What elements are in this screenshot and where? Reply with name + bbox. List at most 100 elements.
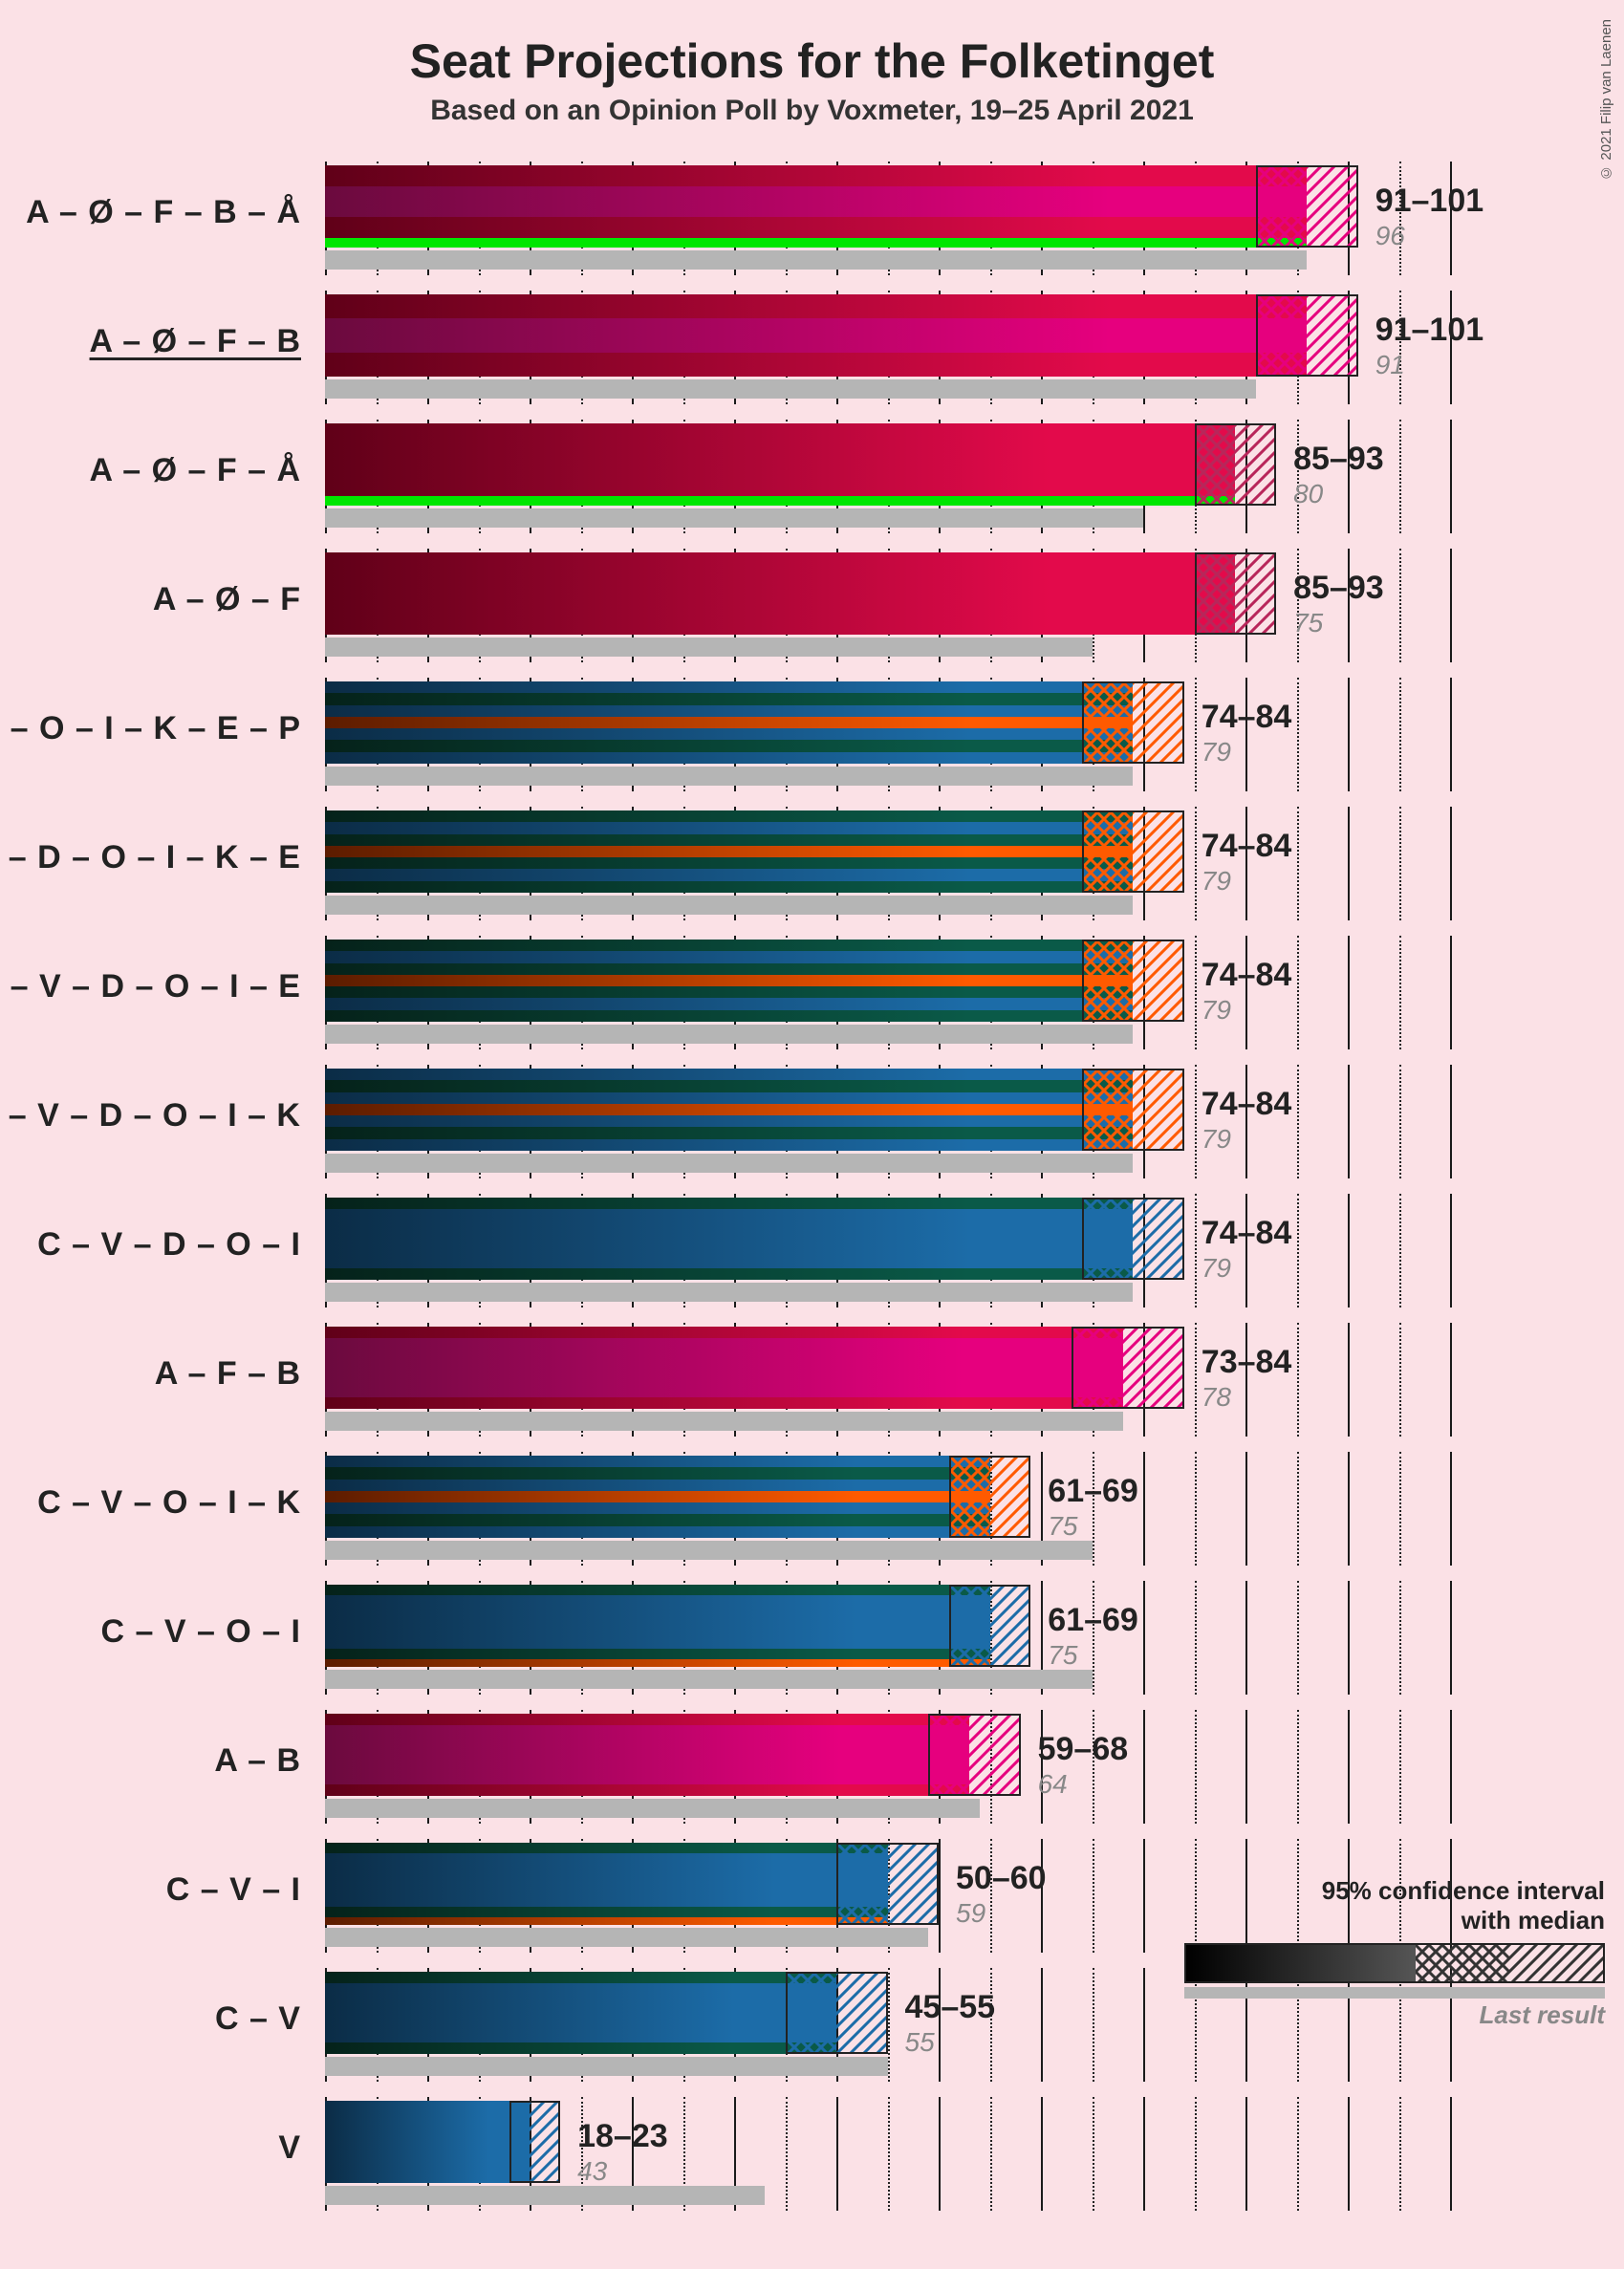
projection-bar	[325, 1714, 969, 1796]
legend-last-bar	[1184, 1987, 1605, 1999]
projection-bar	[325, 552, 1235, 635]
row-label: C – V – I	[166, 1871, 301, 1909]
last-result-bar	[325, 1541, 1093, 1560]
chart-row: C – V – D – O – I – K74–8479	[325, 1061, 1606, 1190]
last-result-bar	[325, 379, 1256, 399]
row-label: A – Ø – F – Å	[90, 452, 301, 489]
last-value: 75	[1048, 1511, 1077, 1542]
projection-bar	[325, 423, 1235, 506]
chart-row: A – Ø – F85–9375	[325, 545, 1606, 674]
row-label: A – Ø – F	[153, 581, 301, 618]
chart-row: A – Ø – F – Å85–9380	[325, 416, 1606, 545]
projection-bar	[325, 1585, 990, 1667]
range-value: 85–93	[1293, 441, 1384, 478]
last-result-bar	[325, 1154, 1133, 1173]
chart-row: C – V – O – I – K61–6975	[325, 1448, 1606, 1577]
projection-bar	[325, 1972, 836, 2054]
projection-bar	[325, 810, 1133, 893]
row-label: A – F – B	[155, 1355, 301, 1393]
row-label: A – Ø – F – B	[90, 323, 301, 360]
confidence-interval	[1082, 1069, 1184, 1151]
chart-row: A – Ø – F – B91–10191	[325, 287, 1606, 416]
projection-bar	[325, 1843, 888, 1925]
range-value: 91–101	[1375, 183, 1483, 220]
chart-row: C – V – O – I61–6975	[325, 1577, 1606, 1706]
last-result-bar	[325, 637, 1093, 657]
last-result-bar	[325, 2057, 888, 2076]
last-value: 78	[1202, 1382, 1231, 1413]
copyright-text: © 2021 Filip van Laenen	[1598, 19, 1614, 181]
last-value: 79	[1202, 995, 1231, 1026]
projection-bar	[325, 1198, 1133, 1280]
confidence-interval	[836, 1843, 939, 1925]
range-value: 61–69	[1048, 1473, 1138, 1510]
confidence-interval	[1082, 810, 1184, 893]
last-result-bar	[325, 1412, 1123, 1431]
confidence-interval	[1072, 1327, 1184, 1409]
last-result-bar	[325, 1928, 928, 1947]
range-value: 74–84	[1202, 699, 1292, 736]
range-value: 73–84	[1202, 1344, 1292, 1381]
row-label: C – V – O – I – K	[37, 1484, 301, 1522]
chart-row: A – B59–6864	[325, 1706, 1606, 1835]
projection-bar	[325, 1456, 990, 1538]
range-value: 45–55	[905, 1989, 996, 2026]
confidence-interval	[1256, 165, 1358, 248]
chart-row: C – V – D – O – I – K – E – P74–8479	[325, 674, 1606, 803]
range-value: 59–68	[1038, 1731, 1129, 1768]
last-result-bar	[325, 2186, 765, 2205]
last-value: 79	[1202, 1253, 1231, 1284]
last-value: 64	[1038, 1769, 1068, 1800]
projection-bar	[325, 294, 1307, 377]
range-value: 50–60	[956, 1860, 1047, 1897]
last-result-bar	[325, 1670, 1093, 1689]
chart-title: Seat Projections for the Folketinget	[0, 0, 1624, 89]
confidence-interval	[1195, 423, 1277, 506]
range-value: 74–84	[1202, 1215, 1292, 1252]
chart-row: V18–2343	[325, 2093, 1606, 2222]
legend-last-label: Last result	[1184, 2000, 1605, 2030]
last-value: 91	[1375, 350, 1405, 380]
last-value: 75	[1293, 608, 1323, 638]
projection-bar	[325, 940, 1133, 1022]
row-label: A – B	[214, 1742, 301, 1780]
last-value: 75	[1048, 1640, 1077, 1671]
last-value: 96	[1375, 221, 1405, 251]
range-value: 18–23	[577, 2118, 668, 2155]
last-result-bar	[325, 1799, 980, 1818]
row-label: C – V – D – O – I – K	[0, 1097, 301, 1134]
range-value: 74–84	[1202, 1086, 1292, 1123]
last-result-bar	[325, 1025, 1133, 1044]
last-result-bar	[325, 1283, 1133, 1302]
last-result-bar	[325, 767, 1133, 786]
projection-bar	[325, 1069, 1133, 1151]
last-value: 55	[905, 2027, 935, 2058]
chart-row: C – V – D – O – I – E74–8479	[325, 932, 1606, 1061]
last-value: 79	[1202, 737, 1231, 767]
range-value: 85–93	[1293, 570, 1384, 607]
last-value: 59	[956, 1898, 985, 1929]
confidence-interval	[1256, 294, 1358, 377]
row-label: C – V – O – I	[100, 1613, 301, 1651]
last-value: 43	[577, 2156, 607, 2187]
legend-bar	[1184, 1943, 1605, 1983]
range-value: 91–101	[1375, 312, 1483, 349]
confidence-interval	[949, 1585, 1031, 1667]
legend: 95% confidence intervalwith median Last …	[1184, 1876, 1605, 2030]
confidence-interval	[1082, 681, 1184, 764]
range-value: 74–84	[1202, 828, 1292, 865]
chart-row: C – V – D – O – I – K – E74–8479	[325, 803, 1606, 932]
chart-subtitle: Based on an Opinion Poll by Voxmeter, 19…	[0, 89, 1624, 151]
last-result-bar	[325, 508, 1143, 528]
confidence-interval	[1082, 1198, 1184, 1280]
chart-row: C – V – D – O – I74–8479	[325, 1190, 1606, 1319]
legend-ci-label: 95% confidence intervalwith median	[1184, 1876, 1605, 1935]
projection-bar	[325, 2101, 530, 2183]
row-label: V	[278, 2129, 301, 2167]
row-label: C – V – D – O – I – K – E	[0, 839, 301, 876]
row-label: A – Ø – F – B – Å	[26, 194, 301, 231]
row-label: C – V	[215, 2000, 301, 2038]
row-label: C – V – D – O – I – E	[0, 968, 301, 1005]
last-result-bar	[325, 896, 1133, 915]
chart-row: A – F – B73–8478	[325, 1319, 1606, 1448]
